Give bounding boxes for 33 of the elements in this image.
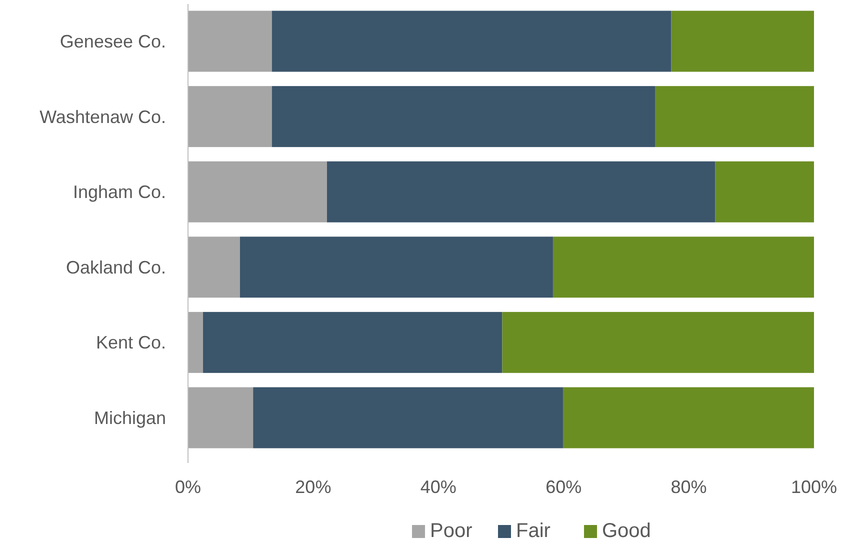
bar xyxy=(272,86,655,148)
bar xyxy=(502,312,814,373)
y-tick-label: Michigan xyxy=(94,408,166,428)
x-tick-label: 80% xyxy=(670,477,707,497)
bar xyxy=(671,10,814,72)
bar xyxy=(203,312,502,373)
bar xyxy=(240,236,553,298)
bar xyxy=(715,161,814,222)
x-tick-label: 100% xyxy=(790,477,838,497)
bar xyxy=(188,86,272,148)
legend-label: Fair xyxy=(516,520,551,542)
bar xyxy=(253,387,563,448)
y-tick-label: Kent Co. xyxy=(96,332,166,353)
bar xyxy=(326,161,716,222)
bar xyxy=(188,387,254,448)
y-tick-label: Washtenaw Co. xyxy=(40,106,166,127)
bar xyxy=(654,86,814,148)
legend-label: Poor xyxy=(430,520,473,542)
x-tick-label: 20% xyxy=(295,477,332,497)
bar xyxy=(552,236,814,298)
x-tick-label: 0% xyxy=(174,477,202,497)
bar xyxy=(188,161,327,222)
bar xyxy=(188,312,204,373)
y-tick-label: Ingham Co. xyxy=(72,182,166,202)
bar xyxy=(188,236,240,298)
bar xyxy=(272,10,672,72)
x-tick-label: 40% xyxy=(420,477,456,497)
legend-label: Good xyxy=(602,520,651,542)
x-tick-label: 60% xyxy=(546,477,582,497)
bar xyxy=(562,387,814,448)
y-tick-label: Genesee Co. xyxy=(60,32,166,52)
bar xyxy=(188,10,272,72)
y-tick-label: Oakland Co. xyxy=(66,257,166,278)
